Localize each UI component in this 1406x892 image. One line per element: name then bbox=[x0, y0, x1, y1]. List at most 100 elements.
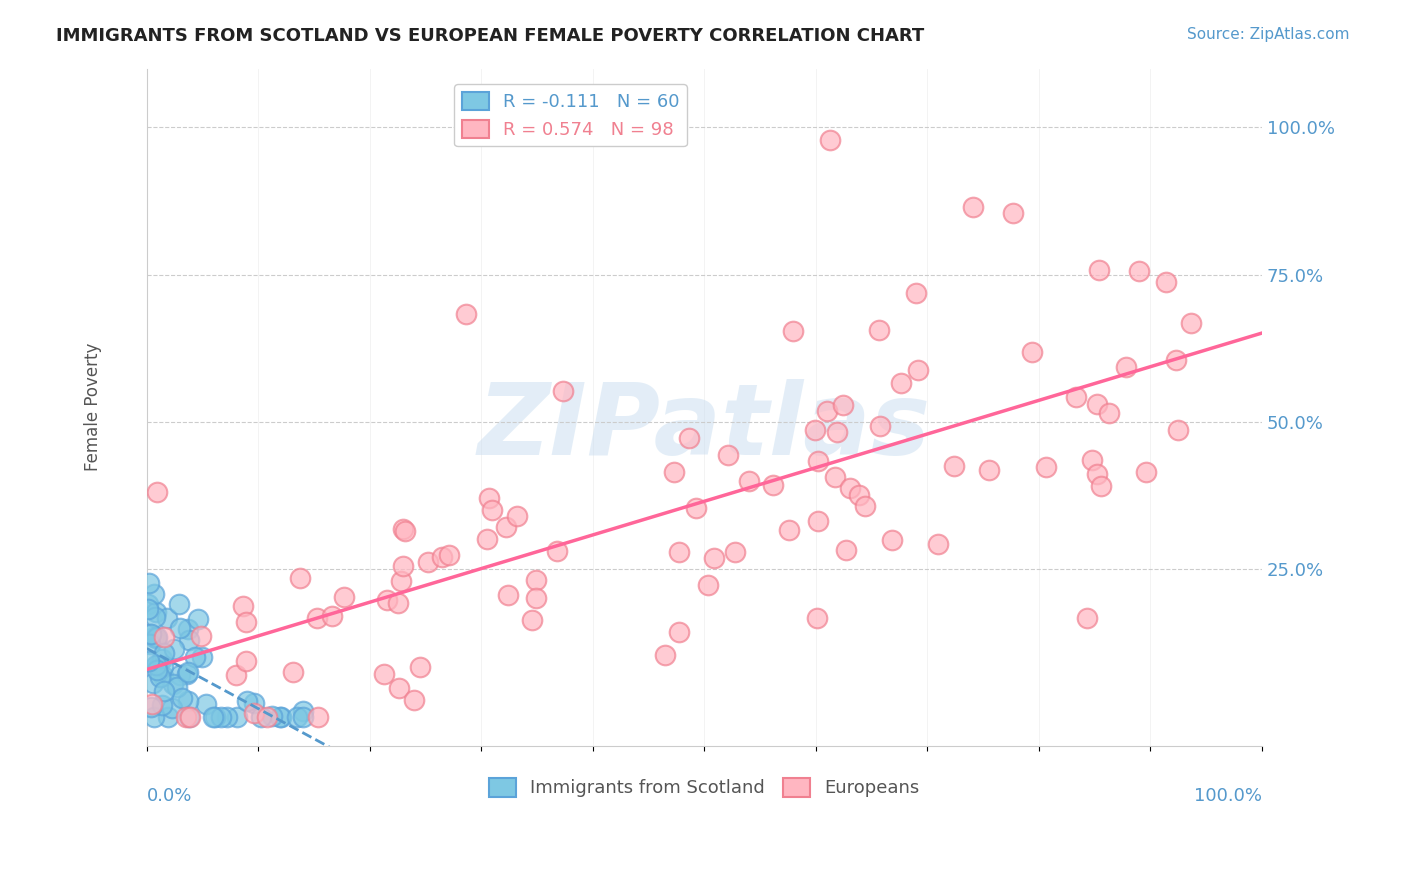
Point bbox=[156, 709, 179, 723]
Point bbox=[249, 709, 271, 723]
Point bbox=[143, 709, 166, 723]
Point bbox=[256, 709, 278, 723]
Point bbox=[191, 649, 214, 664]
Point bbox=[526, 591, 548, 605]
Point bbox=[678, 431, 700, 445]
Point bbox=[685, 501, 707, 516]
Point bbox=[1128, 263, 1150, 277]
Point bbox=[143, 630, 166, 644]
Point bbox=[152, 669, 174, 683]
Point bbox=[169, 668, 191, 682]
Point bbox=[838, 481, 860, 495]
Point bbox=[243, 706, 266, 720]
Point bbox=[138, 627, 160, 641]
Point bbox=[394, 524, 416, 538]
Point bbox=[388, 681, 411, 695]
Point bbox=[243, 696, 266, 710]
Point bbox=[204, 709, 226, 723]
Point bbox=[145, 631, 167, 645]
Point bbox=[333, 591, 356, 605]
Point bbox=[868, 323, 890, 337]
Point bbox=[848, 488, 870, 502]
Point bbox=[150, 652, 173, 666]
Text: 0.0%: 0.0% bbox=[146, 787, 193, 805]
Point bbox=[172, 691, 194, 706]
Point bbox=[416, 555, 439, 569]
Point bbox=[146, 631, 169, 645]
Point bbox=[478, 491, 501, 506]
Point bbox=[815, 404, 838, 418]
Point bbox=[270, 709, 292, 723]
Point bbox=[402, 693, 425, 707]
Point bbox=[176, 665, 198, 680]
Point bbox=[145, 605, 167, 619]
Point bbox=[389, 574, 412, 589]
Point bbox=[806, 611, 828, 625]
Point bbox=[145, 663, 167, 677]
Point bbox=[927, 537, 949, 551]
Point bbox=[869, 419, 891, 434]
Point bbox=[1064, 390, 1087, 404]
Point bbox=[738, 474, 761, 488]
Point bbox=[430, 550, 453, 565]
Point bbox=[717, 448, 740, 462]
Point bbox=[177, 633, 200, 648]
Point bbox=[668, 625, 690, 640]
Point bbox=[307, 709, 329, 723]
Point bbox=[321, 609, 343, 624]
Point bbox=[150, 698, 173, 713]
Point bbox=[236, 694, 259, 708]
Point bbox=[152, 658, 174, 673]
Point bbox=[373, 667, 395, 681]
Point bbox=[149, 669, 172, 683]
Point bbox=[481, 503, 503, 517]
Point bbox=[209, 709, 232, 723]
Point bbox=[215, 709, 238, 723]
Point bbox=[136, 597, 159, 611]
Point bbox=[495, 520, 517, 534]
Point bbox=[142, 676, 165, 690]
Point bbox=[977, 463, 1000, 477]
Point bbox=[153, 630, 176, 644]
Point bbox=[138, 654, 160, 668]
Point bbox=[778, 523, 800, 537]
Point bbox=[392, 559, 415, 574]
Point bbox=[654, 648, 676, 662]
Point bbox=[409, 659, 432, 673]
Point bbox=[156, 611, 179, 625]
Point bbox=[392, 522, 415, 536]
Point bbox=[1035, 460, 1057, 475]
Point bbox=[1156, 275, 1178, 289]
Point bbox=[804, 423, 827, 437]
Point bbox=[235, 615, 257, 630]
Point bbox=[202, 709, 225, 723]
Point bbox=[138, 575, 160, 590]
Point bbox=[668, 544, 690, 558]
Point bbox=[179, 709, 201, 723]
Point bbox=[190, 629, 212, 643]
Point bbox=[142, 587, 165, 601]
Point bbox=[146, 658, 169, 673]
Point bbox=[176, 622, 198, 636]
Point bbox=[835, 543, 858, 558]
Point bbox=[1098, 406, 1121, 420]
Point bbox=[139, 700, 162, 714]
Point bbox=[1090, 479, 1112, 493]
Point bbox=[375, 593, 398, 607]
Point bbox=[145, 658, 167, 673]
Point bbox=[1085, 397, 1108, 411]
Point bbox=[506, 509, 529, 524]
Point bbox=[184, 649, 207, 664]
Point bbox=[807, 514, 830, 528]
Point bbox=[454, 307, 477, 321]
Text: Female Poverty: Female Poverty bbox=[84, 343, 103, 472]
Point bbox=[697, 578, 720, 592]
Point bbox=[176, 666, 198, 681]
Point bbox=[904, 286, 927, 301]
Point bbox=[827, 425, 849, 440]
Point bbox=[762, 478, 785, 492]
Point bbox=[1166, 353, 1188, 368]
Point bbox=[138, 602, 160, 616]
Point bbox=[703, 550, 725, 565]
Point bbox=[141, 627, 163, 641]
